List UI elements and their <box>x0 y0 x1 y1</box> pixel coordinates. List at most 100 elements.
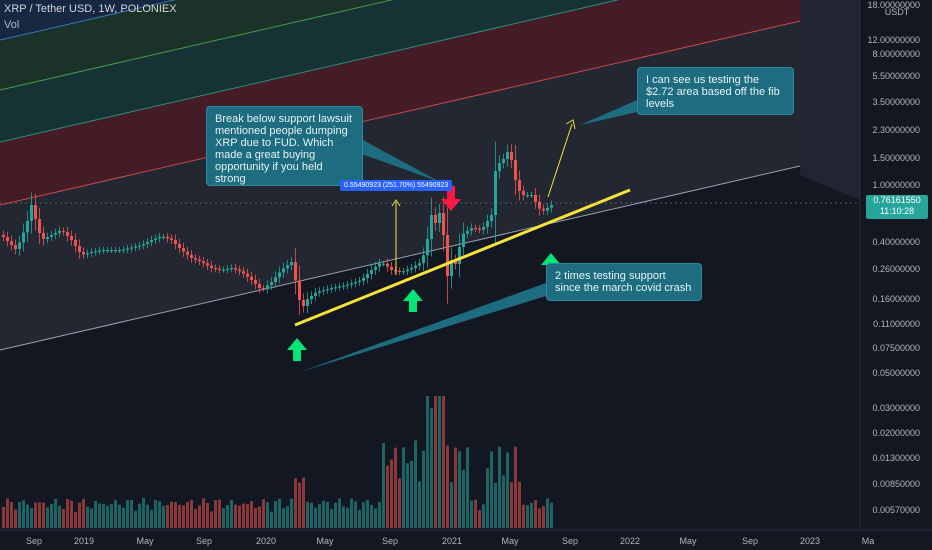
candle <box>518 180 521 191</box>
candle <box>438 213 441 223</box>
price-axis-unit: USDT <box>885 7 910 17</box>
time-axis-label: 2023 <box>800 536 820 546</box>
time-axis-label: Sep <box>742 536 758 546</box>
volume-bar <box>338 498 341 528</box>
volume-bar <box>430 408 433 528</box>
measure-arrowhead <box>391 199 401 207</box>
volume-bar <box>482 504 485 528</box>
price-axis-label: 0.01300000 <box>872 453 920 463</box>
candle <box>122 249 125 251</box>
candle <box>222 269 225 271</box>
candle <box>334 287 337 289</box>
symbol-title[interactable]: XRP / Tether USD, 1W, POLONIEX <box>4 3 177 15</box>
price-axis-label: 0.02000000 <box>872 428 920 438</box>
price-axis-label: 3.50000000 <box>872 97 920 107</box>
candle <box>550 205 553 208</box>
lawsuit-callout[interactable]: Break below support lawsuit mentioned pe… <box>206 106 363 186</box>
lawsuit-callout-pointer <box>345 140 440 182</box>
candle <box>174 240 177 244</box>
volume-bar <box>486 468 489 528</box>
volume-bar <box>118 504 121 528</box>
volume-bar <box>310 502 313 528</box>
volume-bar <box>130 499 133 528</box>
candle <box>502 159 505 163</box>
candle <box>474 228 477 230</box>
volume-bar <box>518 481 521 528</box>
support-callout[interactable]: 2 times testing support since the march … <box>546 263 702 301</box>
volume-bar <box>434 396 437 528</box>
volume-bar <box>126 500 129 528</box>
volume-bar <box>286 506 289 528</box>
volume-bar <box>82 498 85 528</box>
price-axis-label: 0.11000000 <box>873 319 920 329</box>
candle <box>114 250 117 252</box>
target-callout[interactable]: I can see us testing the $2.72 area base… <box>637 67 794 115</box>
price-axis-label: 0.16000000 <box>872 294 920 304</box>
price-axis-label: 0.07500000 <box>872 343 920 353</box>
candle <box>238 269 241 272</box>
volume-bar <box>202 498 205 528</box>
candle <box>218 268 221 270</box>
candle <box>102 250 105 252</box>
candle <box>354 282 357 284</box>
volume-bar <box>470 500 473 528</box>
candle <box>142 244 145 246</box>
price-axis-bg <box>860 0 932 550</box>
candle <box>486 221 489 227</box>
candle <box>378 263 381 267</box>
volume-bar <box>514 446 517 528</box>
candle <box>302 300 305 306</box>
candle <box>82 252 85 255</box>
volume-bar <box>34 502 37 528</box>
candle <box>278 272 281 278</box>
price-axis-label: 8.00000000 <box>872 49 920 59</box>
volume-bar <box>114 500 117 528</box>
volume-label[interactable]: Vol <box>4 19 20 31</box>
volume-bar <box>402 447 405 528</box>
volume-bar <box>90 508 93 528</box>
volume-bar <box>466 447 469 528</box>
candle <box>534 195 537 202</box>
candle <box>2 235 5 237</box>
volume-bar <box>26 504 29 528</box>
volume-bar <box>66 498 69 528</box>
candle <box>62 231 65 233</box>
candle <box>306 299 309 306</box>
volume-bar <box>302 477 305 528</box>
price-axis-label: 2.30000000 <box>872 125 920 135</box>
volume-bar <box>490 451 493 528</box>
candle <box>342 285 345 287</box>
volume-bar <box>542 506 545 528</box>
candle <box>290 262 293 266</box>
down-arrow-icon <box>441 186 461 211</box>
candle <box>230 268 233 270</box>
volume-bar <box>238 505 241 528</box>
countdown-value: 11:10:28 <box>879 206 915 216</box>
volume-bar <box>278 498 281 528</box>
candle <box>50 235 53 237</box>
price-axis-label: 0.03000000 <box>872 403 920 413</box>
candle <box>106 250 109 252</box>
candle <box>6 237 9 241</box>
candle <box>410 268 413 270</box>
price-axis-label: 12.00000000 <box>867 35 920 45</box>
candle <box>130 247 133 249</box>
price-axis-label: 0.05000000 <box>872 368 920 378</box>
volume-bar <box>294 478 297 528</box>
volume-bar <box>230 499 233 528</box>
volume-bar <box>350 498 353 528</box>
volume-bar <box>58 505 61 528</box>
volume-bar <box>442 396 445 528</box>
candle <box>370 270 373 274</box>
candle <box>366 274 369 278</box>
time-axis-label: Ma <box>862 536 875 546</box>
volume-bar <box>50 503 53 528</box>
volume-bar <box>10 502 13 528</box>
time-axis-label: Sep <box>562 536 578 546</box>
candle <box>418 263 421 266</box>
price-axis-label: 1.50000000 <box>872 153 920 163</box>
volume-bar <box>142 498 145 528</box>
